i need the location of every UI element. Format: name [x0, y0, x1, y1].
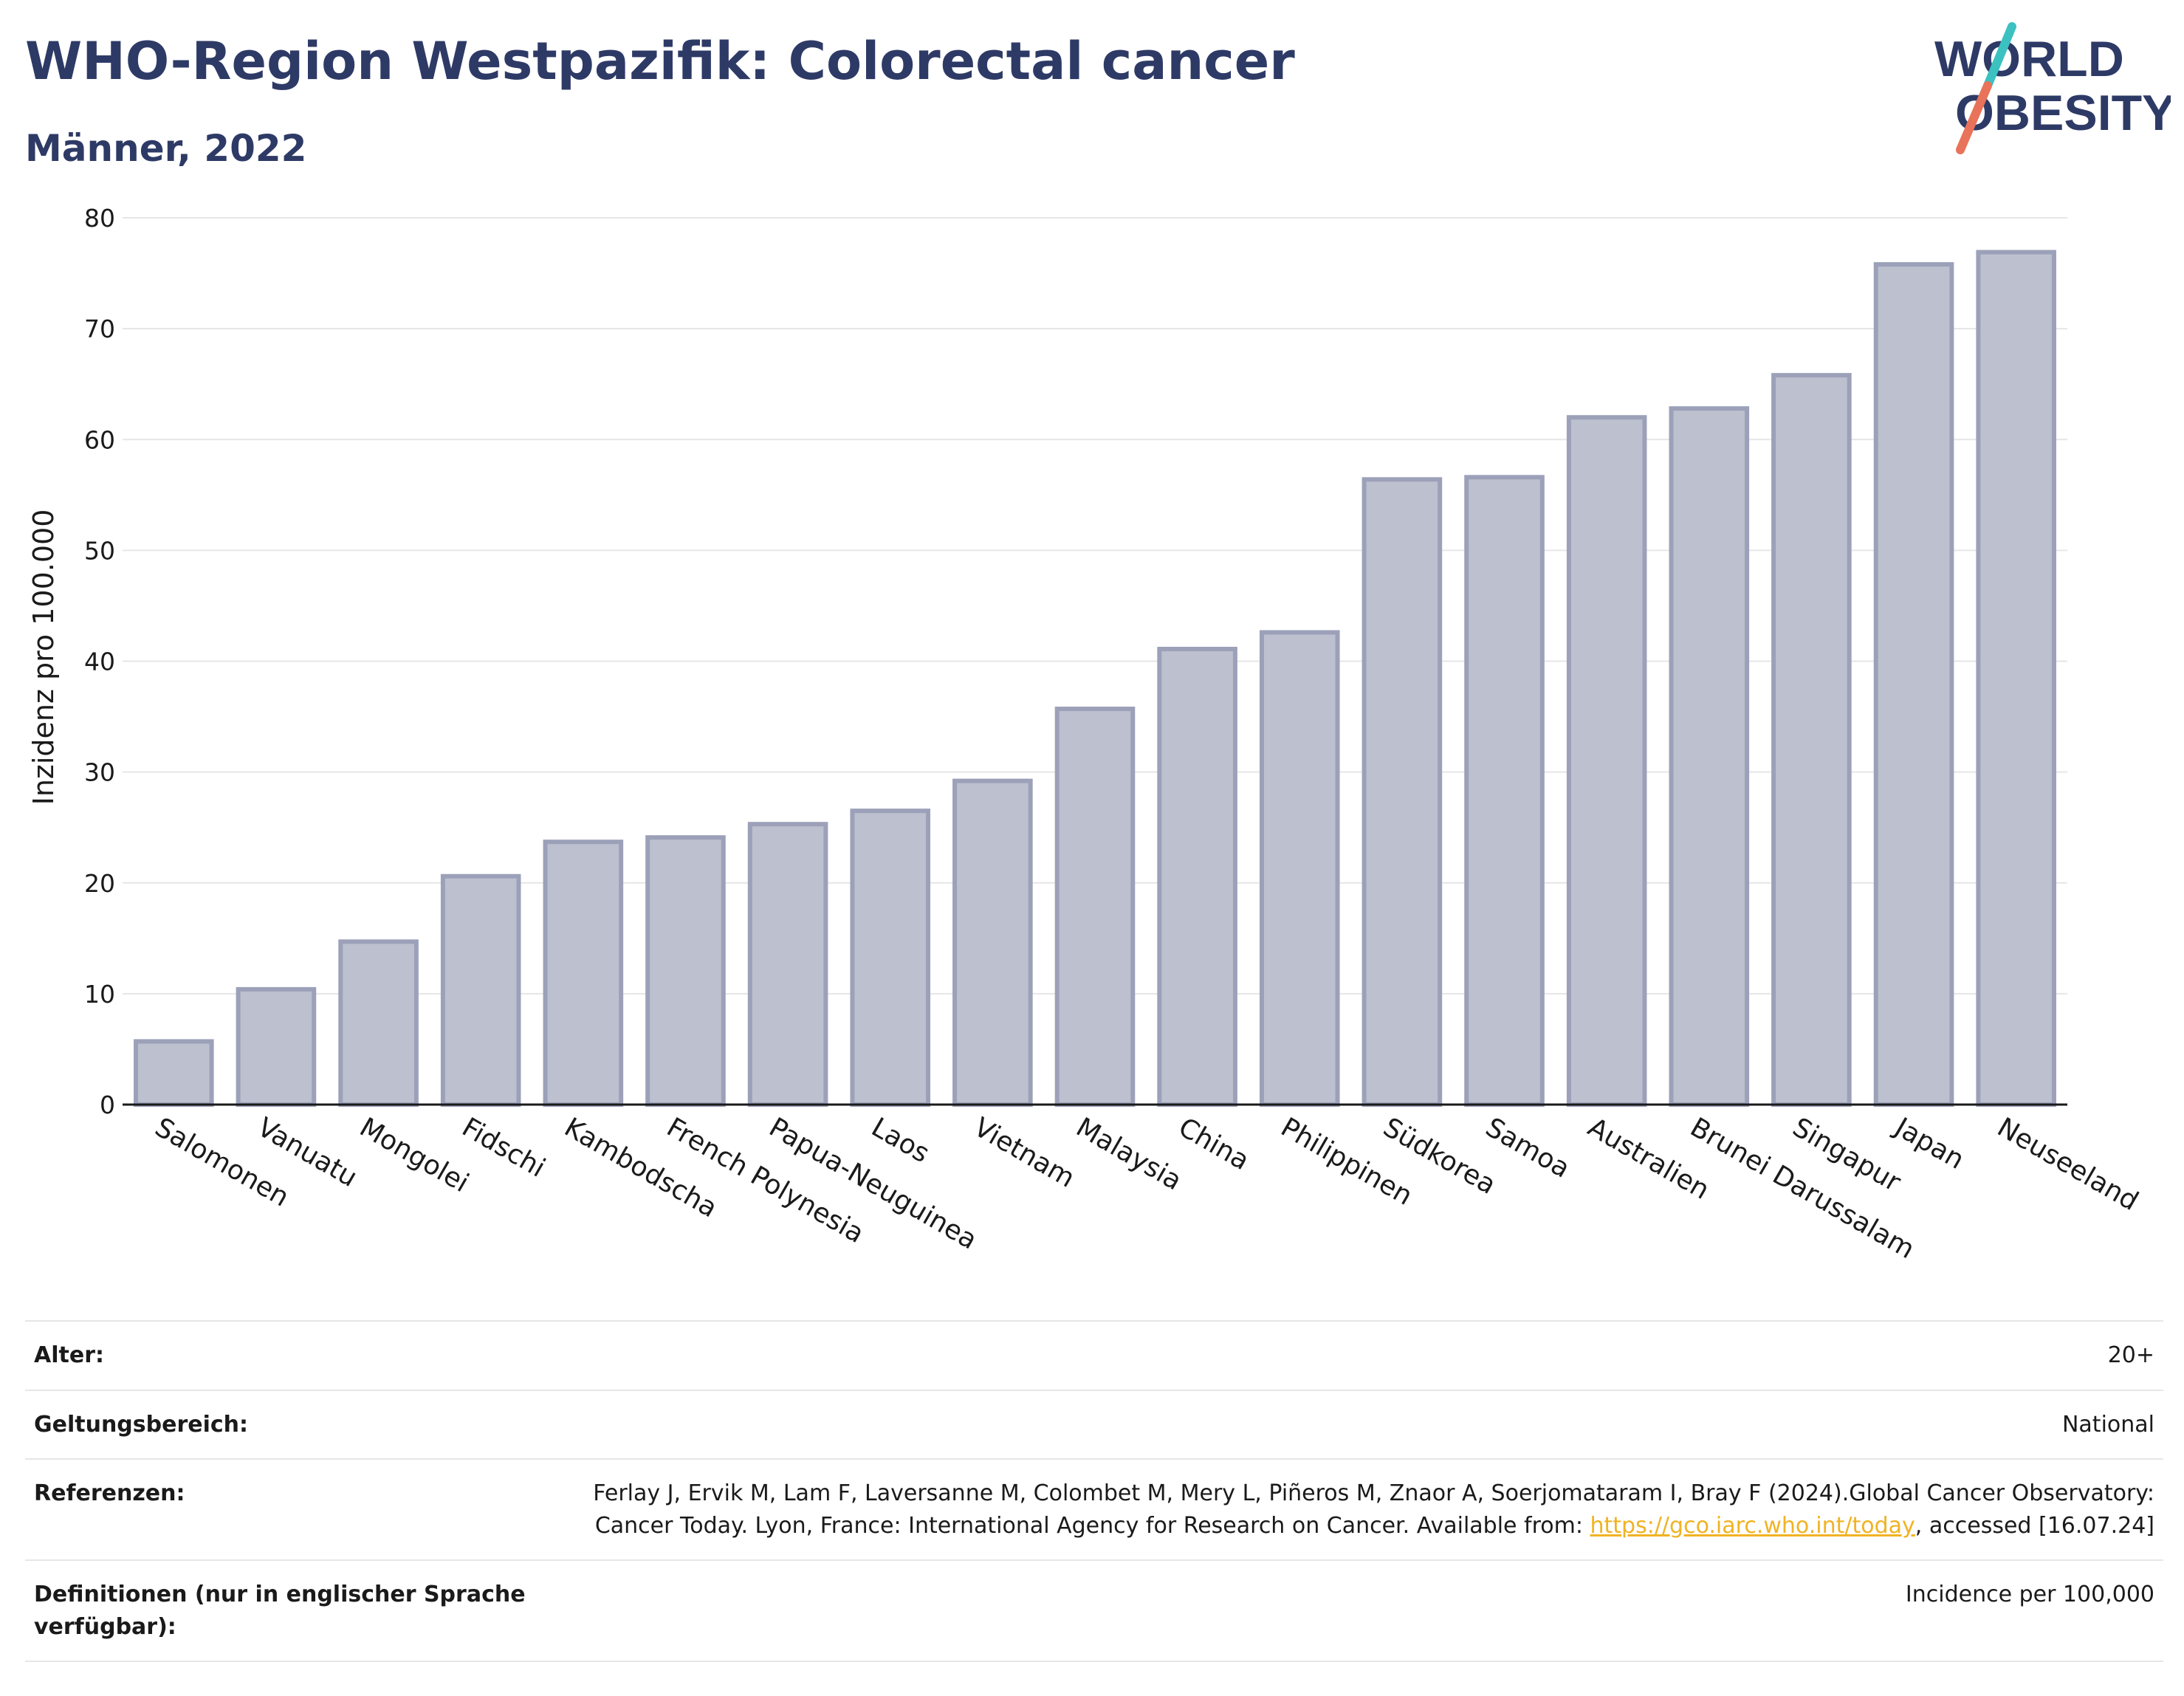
x-tick-label: China: [1173, 1112, 1254, 1176]
bar-laos: [850, 808, 931, 1107]
info-key-age: Alter:: [34, 1342, 104, 1368]
reference-accessed: , accessed [16.07.24]: [1915, 1512, 2154, 1539]
reference-link[interactable]: https://gco.iarc.who.int/today: [1590, 1512, 1915, 1539]
y-tick-label: 60: [84, 425, 115, 454]
x-tick-label: Japan: [1889, 1111, 1969, 1175]
bar-japan: [1873, 262, 1954, 1107]
y-tick-label: 70: [84, 315, 115, 343]
info-key-definitions: Definitionen (nur in englischer Sprache …: [34, 1582, 526, 1640]
y-tick-label: 10: [84, 980, 115, 1009]
chart-subtitle: Männer, 2022: [25, 127, 307, 170]
info-key-references: Referenzen:: [34, 1480, 185, 1506]
bar-papua-neuguinea: [747, 822, 828, 1107]
info-value-scope: National: [2061, 1411, 2154, 1438]
y-tick-label: 0: [100, 1091, 115, 1119]
info-table: Alter: 20+ Geltungsbereich: National Ref…: [25, 1320, 2163, 1662]
info-row-definitions: Definitionen (nur in englischer Sprache …: [25, 1560, 2163, 1661]
y-tick-label: 20: [84, 869, 115, 898]
y-tick-label: 50: [84, 536, 115, 565]
bar-brunei-darussalam: [1669, 406, 1750, 1107]
y-tick-label: 30: [84, 758, 115, 787]
bar-südkorea: [1361, 477, 1443, 1107]
info-row-scope: Geltungsbereich: National: [25, 1390, 2163, 1460]
bar-salomonen: [134, 1039, 214, 1107]
y-axis-label: Inzidenz pro 100.000: [27, 509, 60, 806]
reference-text: Ferlay J, Ervik M, Lam F, Laversanne M, …: [593, 1480, 2154, 1539]
bar-singapur: [1771, 373, 1852, 1107]
chart-title: WHO-Region Westpazifik: Colorectal cance…: [25, 31, 1295, 92]
bar-french-polynesia: [645, 835, 726, 1107]
info-row-age: Alter: 20+: [25, 1321, 2163, 1390]
x-tick-label: Mongolei: [354, 1112, 474, 1198]
world-obesity-logo: WORLD OBESITY: [1934, 22, 2171, 154]
x-tick-label: Laos: [866, 1112, 934, 1169]
info-value-references: Ferlay J, Ervik M, Lam F, Laversanne M, …: [560, 1459, 2163, 1560]
axis-layer: 0 10 20 30 40 50 60 70 80: [84, 204, 2067, 1119]
x-tick-label: Neuseeland: [1992, 1112, 2143, 1217]
bar-kambodscha: [543, 840, 624, 1107]
bar-vanuatu: [236, 986, 317, 1107]
y-tick-label: 80: [84, 204, 115, 233]
info-value-age: 20+: [2107, 1342, 2154, 1368]
bar-philippinen: [1259, 630, 1340, 1107]
bar-mongolei: [338, 939, 419, 1108]
info-key-scope: Geltungsbereich:: [34, 1411, 249, 1438]
info-value-definitions: Incidence per 100,000: [1905, 1582, 2154, 1607]
logo-slash-top: [1983, 22, 2016, 90]
bar-fidschi: [440, 873, 521, 1108]
bar-layer: [134, 250, 2056, 1108]
x-tick-label: Malaysia: [1071, 1112, 1187, 1196]
bar-samoa: [1464, 475, 1545, 1107]
info-row-references: Referenzen: Ferlay J, Ervik M, Lam F, La…: [25, 1459, 2163, 1560]
bar-australien: [1566, 415, 1647, 1107]
x-tick-label: Vietnam: [969, 1112, 1079, 1194]
bar-malaysia: [1054, 707, 1136, 1107]
logo-line1: WORLD: [1934, 31, 2124, 87]
logo-line2: OBESITY: [1955, 85, 2171, 141]
bar-china: [1157, 646, 1237, 1107]
y-tick-label: 40: [84, 648, 115, 676]
bar-neuseeland: [1976, 250, 2056, 1108]
logo-slash-bottom: [1956, 81, 1992, 154]
bar-vietnam: [952, 778, 1033, 1107]
bar-chart: 0 10 20 30 40 50 60 70 80 SalomonenVanuatuMongol…: [27, 204, 2143, 1265]
